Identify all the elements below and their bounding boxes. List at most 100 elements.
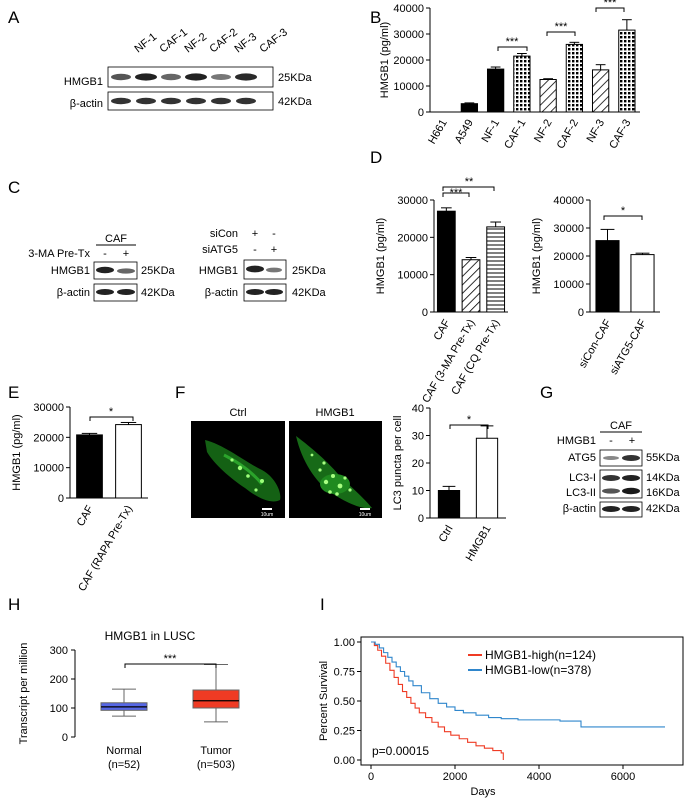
y-tick-label: 0 [578,307,584,319]
y-axis-label: Transcript per million [18,643,30,745]
blot-a: NF-1 CAF-1 NF-2 CAF-2 NF-3 CAF-3 HMGB1 2… [64,26,313,111]
bar [486,226,506,313]
y-axis-label: HMGB1 (pg/ml) [375,218,387,294]
survival-curve [371,641,665,728]
panel-letter-i: I [320,595,325,614]
y-tick-label: 40000 [393,3,424,15]
significance-brackets: *** [124,653,217,668]
x-tick-label: HMGB1 [464,524,494,564]
bar [461,259,481,313]
box [192,689,240,709]
y-tick-label: 0.75 [334,667,355,679]
y-tick-label: 40000 [553,195,584,207]
image-label: Ctrl [229,407,246,419]
y-axis-label: LC3 puncta per cell [392,416,404,511]
y-tick-label: 1.00 [334,637,355,649]
bar [591,69,610,113]
y-tick-label: 10000 [393,81,424,93]
blot-size-label: 25KDa [278,72,313,84]
y-axis-label: Percent Survival [318,661,330,741]
blot-sign: + [123,248,129,260]
panel-letter-d: D [370,148,382,167]
x-tick-label: 2000 [443,771,467,783]
y-tick-label: 20 [412,458,424,470]
blot-size-label: 42KDa [646,503,681,515]
y-tick-label: 0 [418,107,424,119]
panel-letter-e: E [8,383,19,402]
significance-brackets: *** *** *** [497,0,625,51]
blot-row-label: β-actin [70,98,103,110]
y-tick-label: 20000 [33,432,64,444]
scale-bar-label: 10um [261,512,274,518]
blot-size-label: 42KDa [292,287,327,299]
x-tick-label: 6000 [611,771,635,783]
significance-brackets: * [603,205,643,220]
lane-label: NF-1 [132,31,159,56]
bar [460,103,479,113]
bar [618,29,636,113]
y-tick-label: 10000 [553,279,584,291]
legend-label: HMGB1-low(n=378) [485,663,591,677]
sig-label: *** [555,21,569,33]
p-value-label: p=0.00015 [372,744,429,758]
blot-group-label: CAF [610,420,632,432]
y-tick-label: 0.00 [334,755,355,767]
y-tick-label: 300 [50,645,68,657]
bar [76,434,103,499]
blot-size-label: 14KDa [646,472,681,484]
x-tick-label: CAF-1 [502,118,528,152]
y-tick-label: 100 [50,703,68,715]
sig-label: *** [604,0,618,9]
blot-row-label: HMGB1 [199,265,238,277]
chart-b: HMGB1 (pg/ml) 0 10000 20000 30000 40000 H661… [379,0,640,151]
sig-label: *** [164,653,178,665]
x-tick-label: CAF-3 [607,118,633,152]
blot-size-label: 25KDa [141,265,176,277]
blot-row-label: β-actin [563,503,596,515]
y-tick-label: 10000 [397,270,428,282]
x-axis-label: Days [470,786,496,798]
panel-letter-f: F [175,383,185,402]
y-tick-label: 0.50 [334,696,355,708]
significance-brackets: * [449,414,489,429]
blot-treatment-label: 3-MA Pre-Tx [28,248,90,260]
panel-letter-a: A [8,8,20,27]
blot-row-label: β-actin [205,287,238,299]
x-tick-label: Ctrl [437,524,456,545]
x-tick-label: CAF [75,503,97,528]
blot-sign: - [253,244,257,256]
y-tick-label: 200 [50,674,68,686]
bar [475,437,499,519]
x-tick-label: 4000 [527,771,551,783]
sig-label: * [621,205,626,217]
panel-letter-h: H [8,595,20,614]
blot-row-label: LC3-II [566,487,596,499]
survival-curve [371,641,504,760]
blot-size-label: 16KDa [646,487,681,499]
blot-sign: - [609,435,613,447]
bar [513,55,531,113]
lane-label: CAF-1 [157,26,189,55]
significance-brackets: * [89,406,134,421]
blot-row-label: HMGB1 [51,265,90,277]
blot-sign: - [103,248,107,260]
y-tick-label: 0 [418,513,424,525]
y-tick-label: 10 [412,486,424,498]
bar [539,79,557,113]
bar [565,43,584,113]
y-tick-label: 30 [412,431,424,443]
chart-f: LC3 puncta per cell 0 10 20 30 40 Ctrl HMGB1 * [392,403,506,563]
x-tick-label: H661 [426,118,450,147]
y-tick-label: 0 [58,493,64,505]
bar [436,210,456,313]
x-tick-label: siATG5-CAF [608,317,649,377]
x-tick-label: NF-1 [480,118,503,145]
lane-label: CAF-2 [207,26,239,55]
scale-bar-label: 10um [359,512,372,518]
blot-c-right: siCon + - siATG5 - + HMGB1 25KDa β-actin… [199,228,327,302]
chart-d-right: HMGB1 (pg/ml) 0 10000 20000 30000 40000 siCon… [531,195,660,377]
blot-row-label: β-actin [57,287,90,299]
y-tick-label: 20000 [553,251,584,263]
x-tick-label: NF-2 [532,118,555,145]
blot-g: CAF HMGB1 - + ATG5 55KDa LC3-I 14KDa LC3… [557,420,681,518]
